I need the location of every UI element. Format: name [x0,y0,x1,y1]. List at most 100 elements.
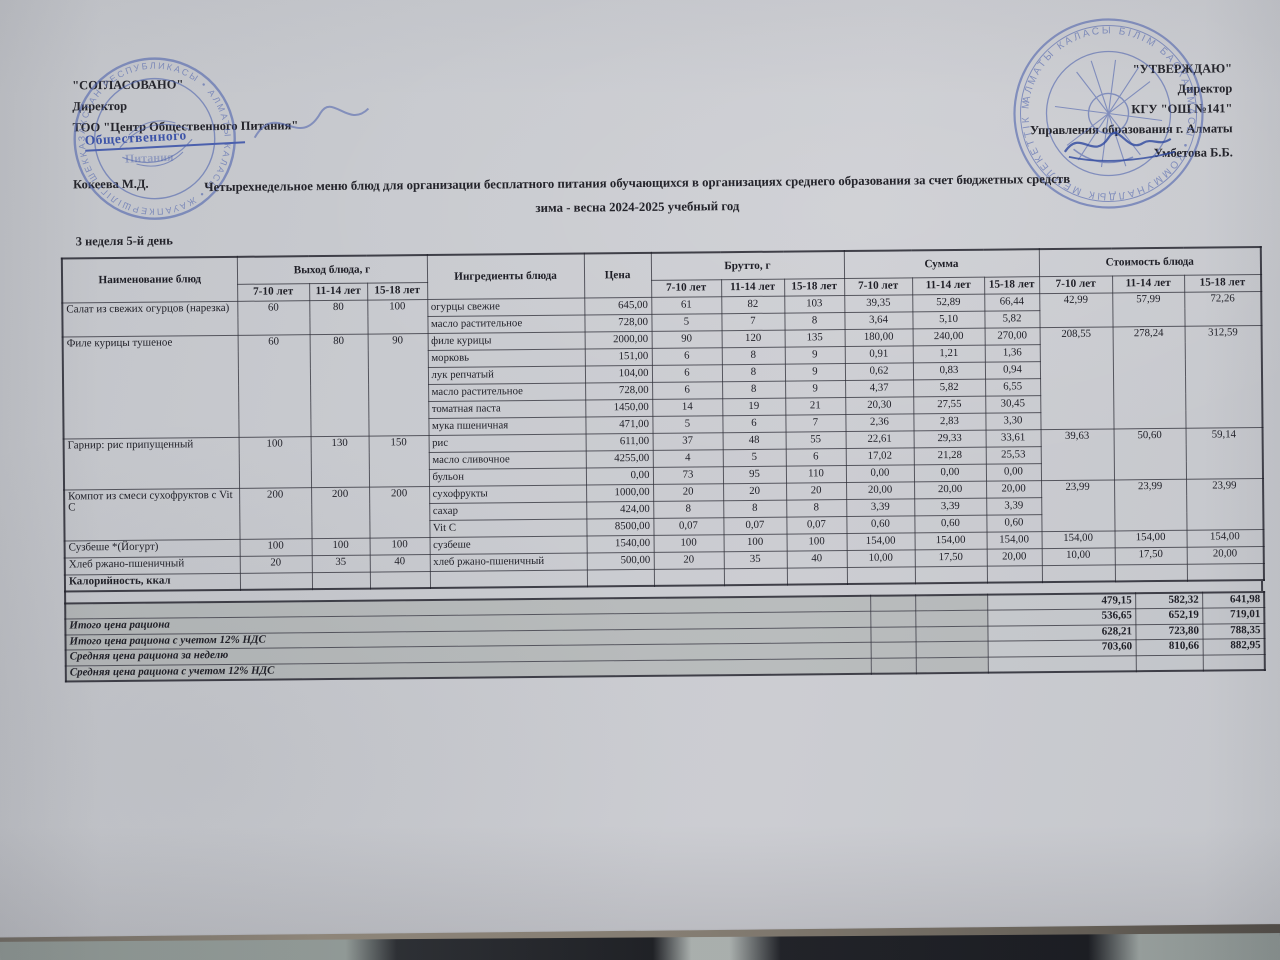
summary-value-cell: 719,01 [1202,607,1265,624]
week-day-label: 3 неделя 5-й день [75,233,173,249]
output-cell: 80 [309,333,369,437]
brutto-cell: 0,07 [723,516,787,535]
brutto-cell: 40 [786,550,847,568]
sum-cell: 6,55 [985,378,1041,396]
brutto-cell: 100 [786,533,847,551]
header-age: 11-14 лет [309,282,368,301]
sum-cell: 240,00 [912,327,985,346]
sum-cell: 39,35 [844,294,913,313]
output-cell: 130 [310,435,370,488]
price-cell: 4255,00 [585,449,653,468]
output-cell: 100 [239,538,312,556]
sum-cell: 17,50 [914,548,987,567]
ingredient-cell: сузбеше [429,535,587,555]
sum-cell: 0,94 [984,361,1041,379]
brutto-cell: 8 [653,500,724,518]
ingredient-cell: масло растительное [427,314,585,334]
cost-cell: 59,14 [1185,427,1264,479]
output-cell: 200 [311,486,370,539]
sum-cell: 22,61 [845,430,914,449]
sum-cell: 0,00 [845,464,915,483]
brutto-cell: 20 [653,483,724,501]
round-stamp-right-icon: АЛМАТЫ КАЛАСЫ БІЛІМ БАСКАРМАСЫ • КОММУНА… [996,1,1210,212]
price-cell: 500,00 [586,551,654,570]
empty-cell [429,569,588,589]
empty-cell [586,568,655,587]
output-cell: 200 [239,487,312,539]
summary-empty-cell [870,595,916,612]
ingredient-cell: бульон [428,467,587,487]
ingredient-cell: сухофрукты [429,484,587,504]
ingredient-cell: сахар [429,501,587,521]
price-cell: 611,00 [585,432,653,451]
sum-cell: 10,00 [846,549,915,568]
header-age: 7-10 лет [844,277,913,296]
brutto-cell: 7 [721,312,785,331]
output-cell: 100 [367,299,428,334]
price-cell: 728,00 [584,313,652,332]
cost-cell: 23,99 [1114,478,1187,531]
brutto-cell: 4 [652,449,723,467]
header-age: 11-14 лет [721,278,785,297]
sum-cell: 4,37 [845,379,914,398]
price-cell: 104,00 [584,364,653,383]
signature-right-icon [1063,131,1176,162]
sum-cell: 30,45 [985,395,1041,413]
brutto-cell: 6 [722,414,786,433]
brutto-cell: 110 [785,465,847,483]
header-ingredients: Ингредиенты блюда [426,253,585,300]
sum-cell: 20,00 [986,480,1042,498]
ingredient-cell: масло сливочное [428,450,586,470]
price-cell: 2000,00 [584,330,652,349]
sum-cell: 180,00 [844,328,913,347]
summary-empty-cell [915,610,988,627]
header-age: 15-18 лет [367,282,428,300]
cost-cell: 10,00 [1041,547,1115,566]
ingredient-cell: огурцы свежие [427,297,585,317]
stamp-word-secondary: Питания [124,149,174,166]
brutto-cell: 7 [785,414,846,432]
empty-cell [653,568,725,586]
price-cell: 151,00 [584,347,652,366]
dish-name-cell: Филе курицы тушеное [62,334,239,439]
brutto-cell: 82 [721,295,785,314]
brutto-cell: 6 [651,364,723,382]
sum-cell: 5,10 [912,310,985,329]
cost-cell: 23,99 [1041,479,1115,532]
menu-table: Наименование блюд Выход блюда, г Ингреди… [60,246,1266,593]
output-cell: 100 [369,537,430,555]
sum-cell: 52,89 [912,293,985,312]
cost-cell: 23,99 [1186,478,1264,530]
cost-cell: 50,60 [1113,427,1187,480]
summary-value-cell [1135,654,1203,671]
header-output: Выход блюда, г [236,255,428,284]
sum-cell: 20,00 [846,481,915,500]
price-cell: 645,00 [584,296,652,315]
brutto-cell: 20 [786,482,847,500]
cost-cell: 208,55 [1039,326,1114,430]
summary-value-cell: 641,98 [1202,592,1265,609]
sum-cell: 66,44 [984,293,1040,311]
sum-cell: 154,00 [914,531,987,550]
calories-label-cell: Калорийность, ккал [64,572,241,592]
sum-cell: 1,21 [912,344,985,363]
cost-cell: 154,00 [1041,530,1115,549]
header-age: 15-18 лет [984,276,1040,294]
sum-cell: 25,53 [985,446,1041,464]
summary-empty-cell [870,626,916,643]
brutto-cell: 6 [651,347,722,365]
dish-name-cell: Хлеб ржано-пшеничный [64,555,240,575]
sum-cell: 0,62 [844,362,914,381]
sum-cell: 21,28 [913,446,986,465]
cost-cell: 278,24 [1112,325,1186,429]
brutto-cell: 135 [784,329,845,347]
summary-value-cell: 628,21 [987,624,1136,642]
brutto-cell: 8 [722,380,786,399]
output-cell: 60 [237,334,311,437]
ingredient-cell: мука пшеничная [428,416,586,436]
price-cell: 728,00 [585,381,653,400]
dish-name-cell: Компот из смеси сухофруктов с Vit C [64,487,240,541]
menu-table-body: Салат из свежих огурцов (нарезка) 60 80 100… [62,291,1264,592]
ingredient-cell: хлеб ржано-пшеничный [429,552,587,572]
